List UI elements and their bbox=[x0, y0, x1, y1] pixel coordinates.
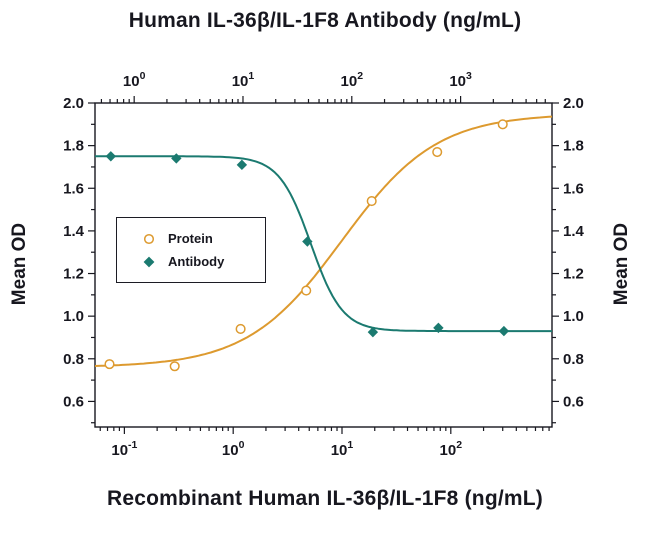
top-x-tick-label: 101 bbox=[232, 70, 255, 90]
protein-point bbox=[432, 146, 443, 158]
legend: Protein Antibody bbox=[116, 217, 266, 283]
y-tick-label-right: 0.8 bbox=[563, 351, 584, 368]
y-tick-label-left: 1.2 bbox=[63, 266, 84, 283]
protein-point bbox=[497, 119, 508, 130]
antibody-point bbox=[498, 325, 510, 337]
bottom-x-tick-label: 102 bbox=[440, 439, 463, 459]
y-tick-label-right: 1.4 bbox=[563, 223, 585, 240]
legend-entry-protein: Protein bbox=[141, 231, 265, 247]
top-x-tick-label: 102 bbox=[341, 70, 364, 90]
legend-label-protein: Protein bbox=[168, 231, 213, 246]
antibody-point bbox=[236, 159, 248, 171]
y-tick-label-left: 1.8 bbox=[63, 138, 84, 155]
top-axis-title: Human IL-36β/IL-1F8 Antibody (ng/mL) bbox=[128, 9, 522, 32]
y-tick-label-left: 0.6 bbox=[63, 393, 84, 410]
antibody-point bbox=[105, 151, 117, 162]
antibody-curve bbox=[95, 155, 552, 333]
y-tick-label-right: 1.6 bbox=[563, 180, 584, 197]
plot-frame bbox=[94, 102, 553, 428]
antibody-point bbox=[171, 153, 182, 164]
legend-label-antibody: Antibody bbox=[168, 254, 225, 269]
bottom-x-tick-label: 101 bbox=[331, 439, 354, 459]
bottom-x-tick-label: 10-1 bbox=[111, 439, 137, 459]
x-axis-label-bottom: Recombinant Human IL-36β/IL-1F8 (ng/mL) bbox=[107, 487, 543, 510]
antibody-point bbox=[433, 322, 444, 334]
open-circle-icon bbox=[143, 233, 155, 244]
bottom-x-tick-label: 100 bbox=[222, 439, 245, 459]
legend-entry-antibody: Antibody bbox=[141, 254, 265, 270]
protein-curve bbox=[94, 115, 553, 367]
y-tick-label-left: 2.0 bbox=[63, 95, 84, 112]
y-tick-label-right: 1.8 bbox=[563, 138, 584, 155]
y-tick-label-right: 0.6 bbox=[563, 393, 584, 410]
y-tick-label-left: 0.8 bbox=[63, 351, 84, 368]
y-tick-label-left: 1.4 bbox=[63, 223, 85, 240]
protein-point bbox=[301, 285, 312, 296]
y-axis-label-right: Mean OD bbox=[611, 222, 632, 306]
protein-point bbox=[235, 323, 246, 334]
y-tick-label-left: 1.0 bbox=[63, 308, 84, 325]
top-x-tick-label: 103 bbox=[449, 70, 472, 90]
filled-diamond-icon bbox=[143, 256, 155, 267]
y-tick-label-right: 1.0 bbox=[563, 308, 584, 325]
y-axis-label-left: Mean OD bbox=[9, 222, 30, 306]
y-tick-label-right: 1.2 bbox=[563, 266, 584, 283]
antibody-point bbox=[302, 236, 313, 247]
antibody-point bbox=[367, 326, 379, 338]
y-tick-label-left: 1.6 bbox=[63, 180, 84, 197]
top-x-tick-label: 100 bbox=[123, 70, 146, 90]
protein-point bbox=[169, 361, 180, 372]
protein-point bbox=[104, 359, 115, 370]
y-tick-label-right: 2.0 bbox=[563, 95, 584, 112]
protein-point bbox=[366, 196, 377, 207]
